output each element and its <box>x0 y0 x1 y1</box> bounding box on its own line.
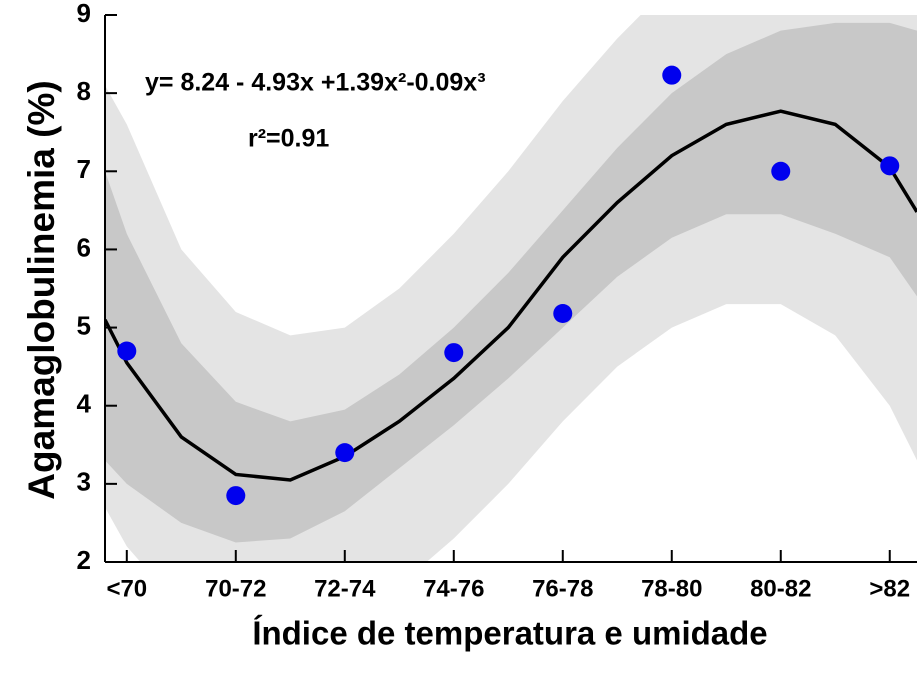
x-tick-label: 74-76 <box>423 575 484 602</box>
data-point <box>444 343 464 363</box>
y-tick-label: 6 <box>77 232 91 262</box>
data-point <box>880 156 900 176</box>
plot-area <box>105 15 917 562</box>
x-axis-title: Índice de temperatura e umidade <box>252 615 767 652</box>
y-tick-label: 9 <box>77 0 91 28</box>
equation: y= 8.24 - 4.93x +1.39x²-0.09x³ <box>145 69 486 97</box>
y-axis-title: Agamaglobulinemia (%) <box>21 80 62 499</box>
data-point <box>117 341 137 361</box>
data-point <box>226 486 246 506</box>
x-tick-label: 72-74 <box>314 575 376 602</box>
data-point <box>335 443 355 463</box>
data-point <box>553 304 573 324</box>
y-tick-label: 4 <box>77 389 92 419</box>
y-tick-label: 3 <box>77 467 91 497</box>
x-tick-label: 70-72 <box>205 575 266 602</box>
y-tick-label: 8 <box>77 76 91 106</box>
y-tick-label: 7 <box>77 154 91 184</box>
data-point <box>662 65 682 85</box>
x-tick-label: <70 <box>106 575 147 602</box>
x-tick-label: 76-78 <box>532 575 593 602</box>
r-squared: r²=0.91 <box>248 125 329 153</box>
y-tick-label: 5 <box>77 310 91 340</box>
fit-line <box>105 109 917 482</box>
x-tick-label: >82 <box>869 575 910 602</box>
y-tick-label: 2 <box>77 545 91 575</box>
confidence-band <box>105 22 917 543</box>
data-point <box>771 161 791 181</box>
x-tick-label: 78-80 <box>641 575 702 602</box>
x-tick-label: 80-82 <box>750 575 811 602</box>
